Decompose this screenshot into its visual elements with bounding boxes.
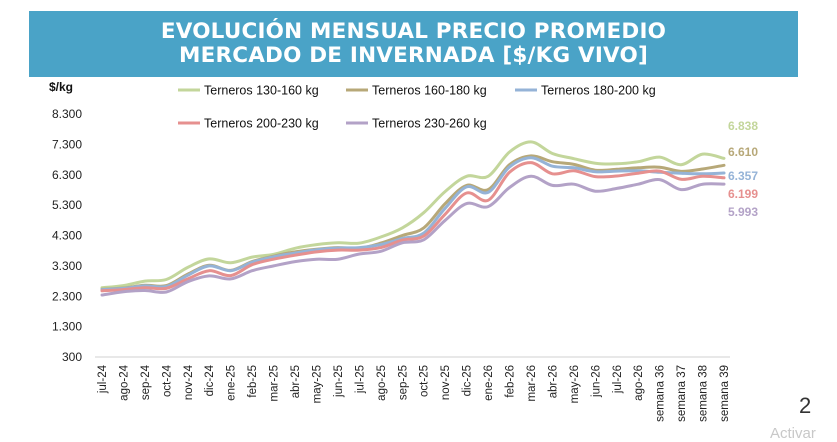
x-tick-label: oct-24 xyxy=(161,364,173,397)
x-tick-label: ago-24 xyxy=(118,364,130,400)
x-tick-label: jul-26 xyxy=(612,365,624,394)
series-end-label: 5.993 xyxy=(728,205,758,219)
x-tick-label: dic-24 xyxy=(204,364,216,396)
x-tick-label: semana 38 xyxy=(698,365,710,422)
y-axis-ticks: 8.300 7.300 6.300 5.300 4.300 3.300 2.300 1.300… xyxy=(52,107,82,364)
y-tick-label: 4.300 xyxy=(52,229,82,243)
series-line xyxy=(100,156,726,292)
x-tick-label: feb-25 xyxy=(247,365,259,398)
legend-label: Terneros 230-260 kg xyxy=(372,117,487,131)
y-tick-label: 6.300 xyxy=(52,168,82,182)
x-tick-label: jul-24 xyxy=(97,364,109,394)
series-end-label: 6.357 xyxy=(728,169,758,183)
series-line xyxy=(100,161,726,293)
x-axis-ticks: jul-24 ago-24 sep-24 oct-24 nov-24 dic-24 ene-… xyxy=(97,364,731,422)
chart-title-banner: EVOLUCIÓN MENSUAL PRECIO PROMEDIO MERCAD… xyxy=(29,11,798,77)
x-tick-label: feb-26 xyxy=(505,365,517,398)
y-tick-label: 3.300 xyxy=(52,259,82,273)
x-tick-label: oct-25 xyxy=(419,365,431,397)
x-tick-label: jul-25 xyxy=(354,365,366,394)
y-tick-label: 7.300 xyxy=(52,137,82,151)
legend: Terneros 130-160 kg Terneros 160-180 kg Te… xyxy=(178,84,656,131)
x-tick-label: dic-25 xyxy=(462,365,474,396)
x-tick-label: sep-24 xyxy=(140,364,152,400)
x-tick-label: jun-25 xyxy=(333,365,345,398)
x-tick-label: abr-25 xyxy=(290,365,302,398)
x-tick-label: may-25 xyxy=(311,365,323,403)
x-tick-label: semana 36 xyxy=(655,365,667,422)
x-tick-label: may-26 xyxy=(569,365,581,403)
legend-label: Terneros 130-160 kg xyxy=(204,84,319,98)
x-tick-label: nov-24 xyxy=(183,364,195,400)
series-end-label: 6.199 xyxy=(728,187,758,201)
x-tick-label: ago-25 xyxy=(376,365,388,401)
y-tick-label: 300 xyxy=(62,350,82,364)
x-tick-label: mar-26 xyxy=(526,365,538,401)
y-tick-label: 2.300 xyxy=(52,289,82,303)
x-tick-label: ago-26 xyxy=(633,365,645,401)
x-tick-label: ene-26 xyxy=(483,365,495,401)
legend-label: Terneros 200-230 kg xyxy=(204,117,319,131)
page-number: 2 xyxy=(799,393,812,418)
series-end-label: 6.838 xyxy=(728,119,758,133)
y-tick-label: 8.300 xyxy=(52,107,82,121)
chart-title-line1: EVOLUCIÓN MENSUAL PRECIO PROMEDIO xyxy=(160,19,667,44)
series-line xyxy=(100,140,726,290)
x-tick-label: sep-25 xyxy=(397,365,409,400)
series-lines xyxy=(100,140,726,297)
x-tick-label: abr-26 xyxy=(547,365,559,398)
activation-watermark: Activar xyxy=(770,425,816,442)
chart-title-line2: MERCADO DE INVERNADA [$/KG VIVO] xyxy=(179,43,648,68)
series-line xyxy=(100,174,726,297)
legend-label: Terneros 180-200 kg xyxy=(541,84,656,98)
x-tick-label: mar-25 xyxy=(269,365,281,401)
legend-label: Terneros 160-180 kg xyxy=(372,84,487,98)
y-tick-label: 5.300 xyxy=(52,198,82,212)
y-axis-label: $/kg xyxy=(49,80,73,94)
x-tick-label: jun-26 xyxy=(590,365,602,398)
series-end-label: 6.610 xyxy=(728,145,758,159)
x-tick-label: nov-25 xyxy=(440,365,452,400)
series-end-labels: 6.838 6.610 6.357 6.199 5.993 xyxy=(728,119,758,219)
x-tick-label: semana 39 xyxy=(719,365,731,422)
y-tick-label: 1.300 xyxy=(52,320,82,334)
x-tick-label: ene-25 xyxy=(226,365,238,401)
x-tick-label: semana 37 xyxy=(676,365,688,422)
